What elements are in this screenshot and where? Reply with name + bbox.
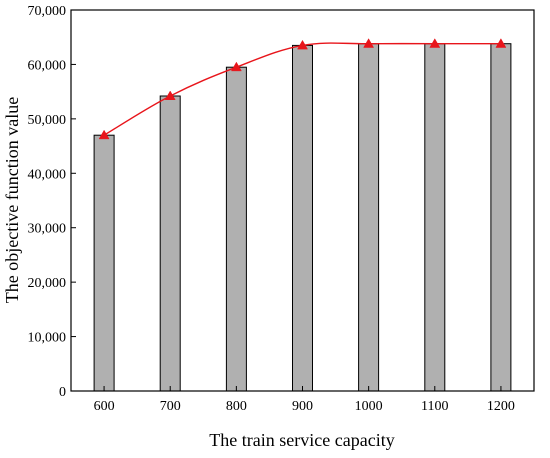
bar-1100	[424, 43, 446, 392]
bar-700	[159, 95, 181, 392]
markers-layer	[98, 38, 507, 140]
y-tick-label-40000: 40,000	[28, 167, 67, 182]
x-tick-label-1200: 1200	[487, 399, 515, 414]
y-tick-label-60000: 60,000	[28, 58, 67, 73]
x-tick-label-600: 600	[94, 399, 115, 414]
x-tick-label-1000: 1000	[355, 399, 383, 414]
plot-frame	[70, 9, 535, 392]
bars-layer	[93, 43, 512, 392]
y-axis-title: The objective function value	[2, 97, 22, 303]
marker-700	[164, 90, 176, 100]
x-axis-title: The train service capacity	[209, 430, 394, 450]
marker-1200	[495, 38, 507, 48]
y-tick-label-0: 0	[59, 385, 66, 400]
marker-1000	[363, 38, 375, 48]
y-tick-label-10000: 10,000	[28, 331, 67, 346]
x-axis: 600 700 800 900 1000 1100 1200	[94, 386, 515, 414]
y-tick-label-70000: 70,000	[28, 4, 67, 19]
x-tick-label-900: 900	[292, 399, 313, 414]
x-tick-label-1100: 1100	[421, 399, 448, 414]
marker-800	[230, 61, 242, 72]
bar-800	[225, 66, 247, 392]
bar-900	[292, 44, 313, 392]
y-axis: 0 10,000 20,000 30,000 40,000 50,000 60,000 70,…	[28, 4, 76, 400]
bar-1000	[358, 43, 380, 392]
x-tick-label-800: 800	[226, 399, 247, 414]
y-tick-label-50000: 50,000	[28, 113, 67, 128]
x-tick-label-700: 700	[160, 399, 181, 414]
bar-600	[93, 134, 115, 392]
marker-600	[98, 129, 110, 140]
y-tick-label-20000: 20,000	[28, 276, 67, 291]
marker-900	[297, 39, 308, 50]
bar-1200	[490, 43, 512, 392]
y-tick-label-30000: 30,000	[28, 222, 67, 237]
marker-1100	[429, 38, 441, 48]
